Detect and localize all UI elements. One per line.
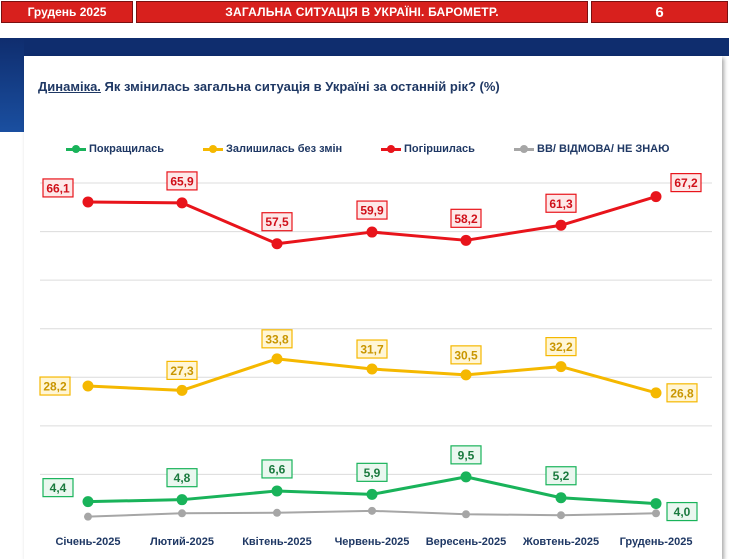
- x-tick-label: Лютий-2025: [150, 536, 214, 548]
- legend-item-improved: Покращилась: [66, 143, 164, 155]
- data-label: 66,1: [46, 181, 70, 195]
- x-tick-label: Квітень-2025: [242, 536, 312, 548]
- data-point: [366, 488, 378, 500]
- left-accent-bar: [0, 38, 24, 132]
- data-label: 32,2: [549, 340, 573, 354]
- data-label-box: [670, 173, 702, 193]
- data-point: [82, 496, 94, 508]
- data-point: [271, 485, 283, 497]
- data-label: 30,5: [454, 348, 478, 362]
- data-label-box: [450, 345, 482, 365]
- data-label: 6,6: [269, 462, 286, 476]
- data-label-box: [666, 501, 698, 522]
- legend-swatch-worsened: [381, 143, 401, 155]
- data-label: 4,0: [674, 505, 691, 519]
- data-label-box: [545, 466, 577, 486]
- data-point: [176, 197, 188, 209]
- data-label: 4,4: [50, 481, 67, 495]
- data-point: [555, 492, 567, 504]
- data-label-box: [39, 376, 71, 396]
- data-point: [273, 508, 281, 517]
- data-point: [271, 238, 283, 250]
- x-tick-label: Жовтень-2025: [522, 536, 599, 548]
- legend-label-dont-know: ВВ/ ВІДМОВА/ НЕ ЗНАЮ: [537, 143, 670, 155]
- data-label-box: [450, 445, 482, 465]
- data-point: [650, 498, 662, 510]
- data-label-box: [42, 178, 74, 198]
- x-tick-label: Січень-2025: [55, 536, 120, 548]
- legend-swatch-unchanged: [203, 143, 223, 155]
- data-point: [460, 234, 472, 246]
- data-point: [555, 219, 567, 231]
- data-label: 67,2: [674, 176, 698, 190]
- question-lead: Динаміка.: [38, 79, 101, 94]
- x-tick-label: Вересень-2025: [426, 536, 507, 548]
- data-label: 5,2: [553, 469, 570, 483]
- question-text: Як змінилась загальна ситуація в Україні…: [100, 79, 500, 94]
- legend-label-improved: Покращилась: [89, 143, 164, 155]
- data-point: [366, 363, 378, 375]
- data-label-box: [166, 360, 198, 380]
- data-label: 58,2: [454, 212, 478, 226]
- legend-label-unchanged: Залишилась без змін: [226, 143, 343, 155]
- data-point: [652, 509, 660, 518]
- report-date: Грудень 2025: [1, 1, 133, 23]
- data-point: [176, 494, 188, 506]
- data-label-box: [545, 193, 577, 213]
- legend-item-unchanged: Залишилась без змін: [203, 143, 342, 155]
- top-bar: Грудень 2025 ЗАГАЛЬНА СИТУАЦІЯ В УКРАЇНІ…: [0, 0, 729, 24]
- data-label-box: [545, 337, 577, 357]
- data-point: [368, 506, 376, 515]
- x-tick-label: Червень-2025: [335, 536, 410, 548]
- data-label-box: [42, 478, 74, 498]
- x-tick-label: Грудень-2025: [620, 536, 693, 548]
- data-label: 4,8: [174, 471, 191, 485]
- legend-item-dont-know: ВВ/ ВІДМОВА/ НЕ ЗНАЮ: [514, 143, 669, 155]
- data-label-box: [166, 171, 198, 191]
- data-point: [178, 509, 186, 518]
- data-label: 9,5: [458, 448, 475, 462]
- data-label-box: [356, 339, 388, 359]
- data-label-box: [166, 468, 198, 488]
- legend-swatch-improved: [66, 143, 86, 155]
- data-label: 57,5: [265, 215, 289, 229]
- data-label: 27,3: [170, 364, 194, 378]
- data-label-box: [261, 329, 293, 349]
- data-point: [650, 191, 662, 203]
- data-label: 61,3: [549, 197, 573, 211]
- data-label: 31,7: [360, 343, 384, 357]
- legend-label-worsened: Погіршилась: [404, 143, 475, 155]
- data-label: 59,9: [360, 204, 384, 218]
- data-point: [176, 384, 188, 396]
- data-label-box: [261, 459, 293, 479]
- page-number: 6: [591, 1, 728, 23]
- data-point: [650, 387, 662, 399]
- legend-item-worsened: Погіршилась: [381, 143, 475, 155]
- report-title: ЗАГАЛЬНА СИТУАЦІЯ В УКРАЇНІ. БАРОМЕТР.: [136, 1, 588, 23]
- question-title: Динаміка. Як змінилась загальна ситуація…: [38, 79, 500, 94]
- data-label: 65,9: [170, 174, 194, 188]
- data-point: [366, 226, 378, 238]
- data-label-box: [450, 208, 482, 228]
- data-point: [82, 196, 94, 208]
- data-label: 26,8: [670, 386, 694, 400]
- data-label-box: [261, 212, 293, 232]
- data-point: [460, 471, 472, 483]
- data-label: 33,8: [265, 332, 289, 346]
- legend-swatch-dont-know: [514, 143, 534, 155]
- data-point: [557, 511, 565, 520]
- data-point: [460, 369, 472, 381]
- data-label-box: [356, 200, 388, 220]
- data-point: [84, 512, 92, 521]
- data-label-box: [666, 383, 698, 403]
- data-label: 5,9: [364, 466, 381, 480]
- data-label: 28,2: [43, 380, 67, 394]
- data-point: [271, 353, 283, 365]
- data-point: [82, 380, 94, 392]
- data-label-box: [356, 462, 388, 482]
- header-band: [0, 38, 729, 56]
- data-point: [462, 510, 470, 519]
- data-point: [555, 361, 567, 373]
